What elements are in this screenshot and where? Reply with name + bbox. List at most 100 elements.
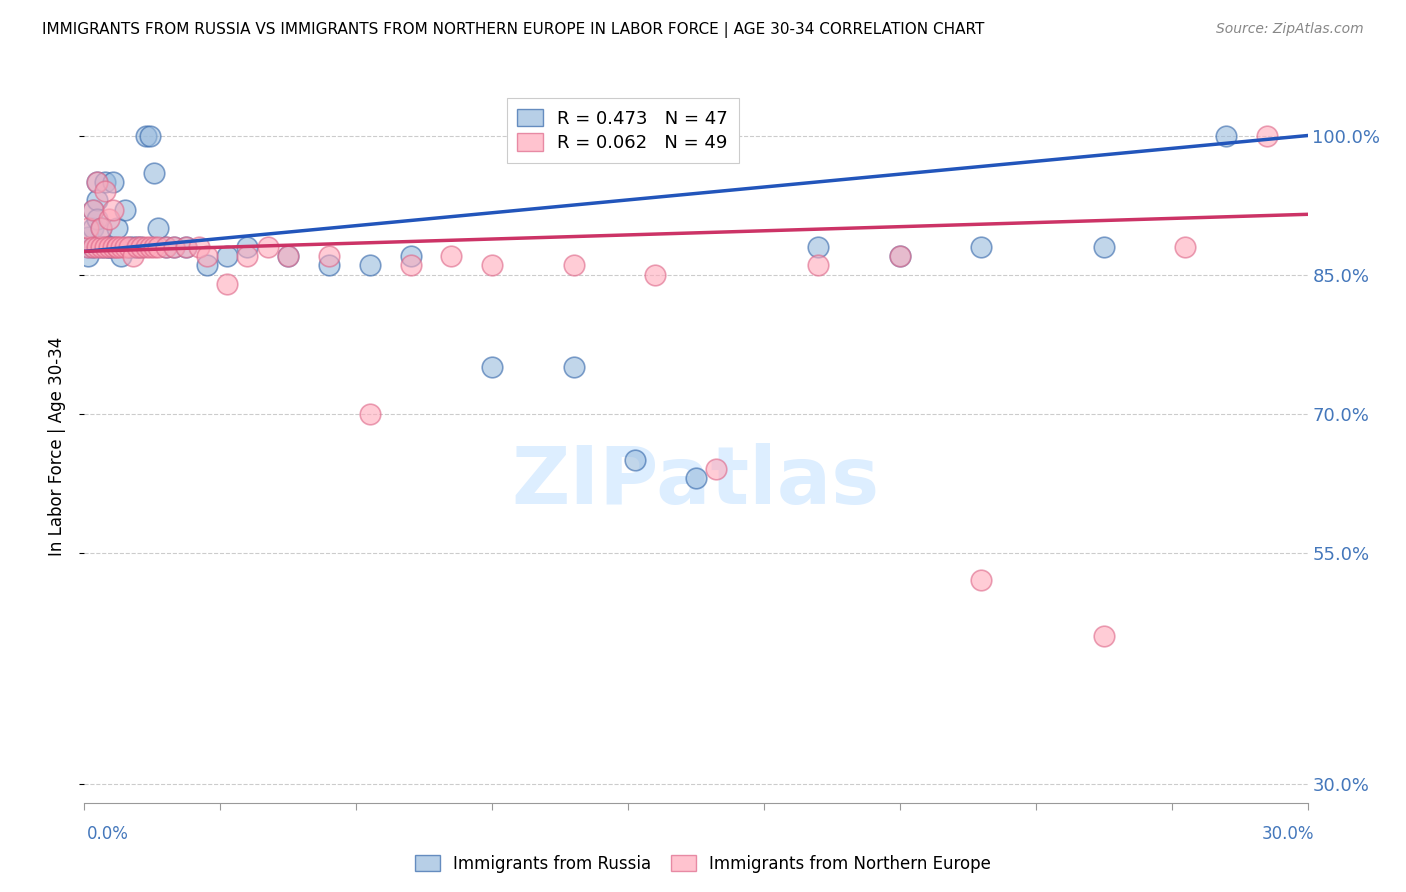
Immigrants from Northern Europe <box>110 240 132 254</box>
Immigrants from Russia <box>118 240 141 254</box>
Immigrants from Russia <box>807 240 830 254</box>
Immigrants from Northern Europe <box>277 249 299 263</box>
Immigrants from Russia <box>685 471 707 485</box>
Immigrants from Russia <box>1215 128 1237 143</box>
Immigrants from Northern Europe <box>131 240 153 254</box>
Immigrants from Northern Europe <box>138 240 160 254</box>
Immigrants from Russia <box>86 211 108 226</box>
Immigrants from Northern Europe <box>97 211 120 226</box>
Immigrants from Russia <box>105 221 128 235</box>
Immigrants from Northern Europe <box>101 202 124 217</box>
Immigrants from Northern Europe <box>82 240 104 254</box>
Immigrants from Northern Europe <box>127 240 149 254</box>
Immigrants from Russia <box>97 240 120 254</box>
Immigrants from Northern Europe <box>807 258 830 272</box>
Immigrants from Russia <box>1092 240 1115 254</box>
Immigrants from Northern Europe <box>105 240 128 254</box>
Immigrants from Russia <box>195 258 218 272</box>
Immigrants from Russia <box>82 240 104 254</box>
Immigrants from Northern Europe <box>176 240 198 254</box>
Immigrants from Russia <box>90 221 112 235</box>
Immigrants from Northern Europe <box>163 240 186 254</box>
Immigrants from Northern Europe <box>90 221 112 235</box>
Immigrants from Northern Europe <box>318 249 340 263</box>
Text: ZIPatlas: ZIPatlas <box>512 442 880 521</box>
Immigrants from Russia <box>110 249 132 263</box>
Immigrants from Northern Europe <box>706 462 728 476</box>
Immigrants from Northern Europe <box>105 240 128 254</box>
Legend: Immigrants from Russia, Immigrants from Northern Europe: Immigrants from Russia, Immigrants from … <box>408 848 998 880</box>
Immigrants from Russia <box>101 240 124 254</box>
Immigrants from Northern Europe <box>77 221 100 235</box>
Immigrants from Russia <box>562 360 585 375</box>
Immigrants from Northern Europe <box>644 268 666 282</box>
Immigrants from Russia <box>889 249 911 263</box>
Immigrants from Northern Europe <box>93 240 117 254</box>
Immigrants from Northern Europe <box>257 240 280 254</box>
Y-axis label: In Labor Force | Age 30-34: In Labor Force | Age 30-34 <box>48 336 66 556</box>
Immigrants from Russia <box>77 249 100 263</box>
Immigrants from Northern Europe <box>155 240 177 254</box>
Immigrants from Northern Europe <box>101 240 124 254</box>
Immigrants from Russia <box>138 128 160 143</box>
Text: IMMIGRANTS FROM RUSSIA VS IMMIGRANTS FROM NORTHERN EUROPE IN LABOR FORCE | AGE 3: IMMIGRANTS FROM RUSSIA VS IMMIGRANTS FRO… <box>42 22 984 38</box>
Immigrants from Northern Europe <box>399 258 422 272</box>
Immigrants from Northern Europe <box>93 184 117 198</box>
Immigrants from Russia <box>93 175 117 189</box>
Immigrants from Russia <box>114 202 136 217</box>
Immigrants from Northern Europe <box>562 258 585 272</box>
Immigrants from Northern Europe <box>142 240 165 254</box>
Immigrants from Northern Europe <box>86 240 108 254</box>
Immigrants from Russia <box>142 166 165 180</box>
Immigrants from Northern Europe <box>135 240 157 254</box>
Immigrants from Russia <box>90 240 112 254</box>
Text: 30.0%: 30.0% <box>1263 825 1315 843</box>
Immigrants from Northern Europe <box>236 249 259 263</box>
Immigrants from Russia <box>359 258 381 272</box>
Immigrants from Northern Europe <box>114 240 136 254</box>
Immigrants from Northern Europe <box>122 249 145 263</box>
Immigrants from Russia <box>77 230 100 244</box>
Immigrants from Northern Europe <box>359 407 381 421</box>
Immigrants from Northern Europe <box>90 240 112 254</box>
Text: 0.0%: 0.0% <box>87 825 129 843</box>
Immigrants from Russia <box>163 240 186 254</box>
Immigrants from Russia <box>236 240 259 254</box>
Immigrants from Northern Europe <box>82 202 104 217</box>
Immigrants from Northern Europe <box>889 249 911 263</box>
Immigrants from Russia <box>131 240 153 254</box>
Immigrants from Northern Europe <box>86 175 108 189</box>
Immigrants from Northern Europe <box>481 258 503 272</box>
Immigrants from Northern Europe <box>1256 128 1278 143</box>
Immigrants from Northern Europe <box>187 240 209 254</box>
Immigrants from Russia <box>122 240 145 254</box>
Immigrants from Russia <box>176 240 198 254</box>
Immigrants from Northern Europe <box>217 277 239 291</box>
Immigrants from Northern Europe <box>118 240 141 254</box>
Immigrants from Russia <box>82 221 104 235</box>
Immigrants from Russia <box>135 128 157 143</box>
Immigrants from Russia <box>93 240 117 254</box>
Immigrants from Russia <box>127 240 149 254</box>
Immigrants from Russia <box>77 240 100 254</box>
Immigrants from Russia <box>86 175 108 189</box>
Immigrants from Northern Europe <box>1092 629 1115 643</box>
Immigrants from Northern Europe <box>195 249 218 263</box>
Immigrants from Northern Europe <box>1174 240 1197 254</box>
Immigrants from Northern Europe <box>146 240 169 254</box>
Text: Source: ZipAtlas.com: Source: ZipAtlas.com <box>1216 22 1364 37</box>
Immigrants from Russia <box>970 240 993 254</box>
Immigrants from Russia <box>318 258 340 272</box>
Immigrants from Russia <box>217 249 239 263</box>
Immigrants from Northern Europe <box>440 249 463 263</box>
Immigrants from Northern Europe <box>970 574 993 588</box>
Immigrants from Northern Europe <box>97 240 120 254</box>
Immigrants from Russia <box>146 221 169 235</box>
Immigrants from Russia <box>97 240 120 254</box>
Immigrants from Russia <box>399 249 422 263</box>
Immigrants from Russia <box>277 249 299 263</box>
Immigrants from Russia <box>481 360 503 375</box>
Immigrants from Russia <box>86 194 108 208</box>
Legend: R = 0.473   N = 47, R = 0.062   N = 49: R = 0.473 N = 47, R = 0.062 N = 49 <box>506 98 738 163</box>
Immigrants from Russia <box>82 202 104 217</box>
